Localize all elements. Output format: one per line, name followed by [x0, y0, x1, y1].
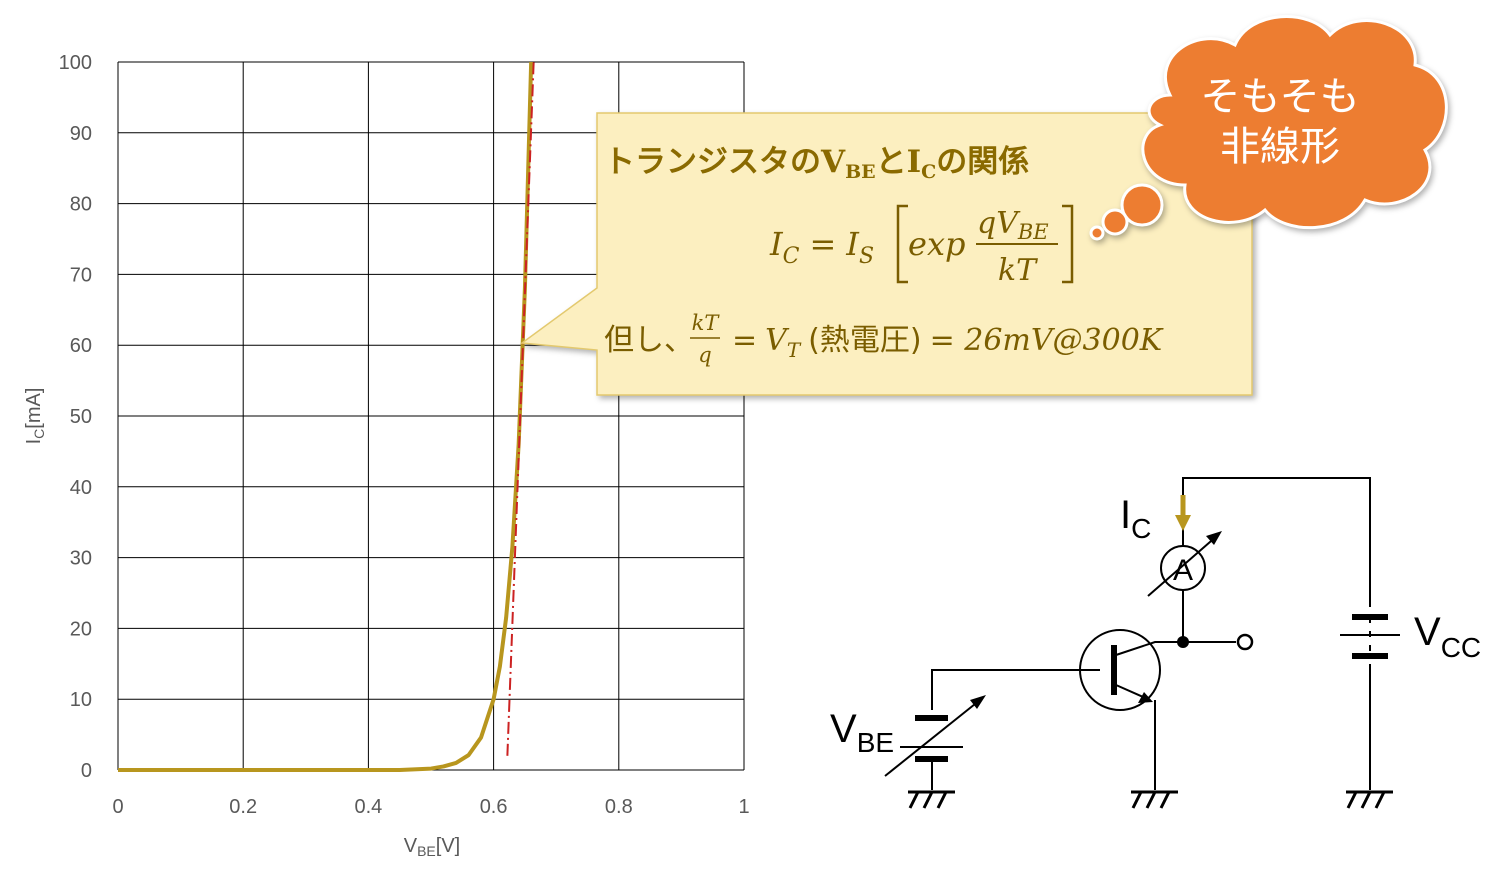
thought-bubble	[1089, 15, 1448, 241]
data-line	[118, 61, 534, 772]
ammeter-arrow	[1147, 534, 1219, 597]
y-label-unit: [mA]	[23, 388, 45, 429]
y-label-main: I	[23, 439, 45, 445]
x-label-sub: BE	[417, 843, 436, 859]
wire	[1115, 641, 1236, 656]
formula-part: =	[809, 225, 836, 263]
y-axis-label: IC[mA]	[23, 388, 47, 445]
formula-part: I	[845, 225, 860, 263]
x-tick-label: 0.8	[605, 796, 633, 818]
note-part: (熱電圧)	[808, 323, 921, 358]
formula-den: kT	[998, 253, 1038, 288]
ground	[908, 790, 955, 809]
y-tick-label: 100	[59, 52, 92, 74]
note-den: q	[698, 343, 711, 367]
formula-lhs: IC = IS	[769, 225, 874, 269]
y-tick-label: 80	[70, 194, 92, 216]
circuit: A IC VBE VCC	[830, 477, 1481, 809]
label-main: V	[1414, 610, 1441, 654]
y-tick-label: 40	[70, 477, 92, 499]
x-axis-label: VBE[V]	[404, 835, 460, 859]
bubble-text: 非線形	[1220, 124, 1340, 170]
note-part: = 26mV@300K	[930, 323, 1164, 358]
label-sub: BE	[857, 727, 894, 758]
formula-num: qVBE	[977, 206, 1049, 244]
ground	[1346, 790, 1393, 809]
note-part: =	[732, 323, 757, 358]
formula-exp: exp	[908, 225, 965, 263]
bubble-text: そもそも	[1200, 74, 1359, 120]
y-tick-label: 30	[70, 548, 92, 570]
formula-part: BE	[1017, 220, 1049, 244]
note-num: kT	[692, 311, 721, 335]
x-tick-label: 0.6	[480, 796, 508, 818]
title-part: トランジスタの	[604, 144, 821, 180]
x-tick-label: 0.4	[354, 796, 382, 818]
y-tick-label: 50	[70, 406, 92, 428]
callout: トランジスタのVBEとICの関係 IC = IS exp qVBE kT 但し、 k…	[519, 112, 1253, 396]
ic-label: IC	[1120, 493, 1151, 544]
vbe-label: VBE	[830, 707, 894, 758]
arrowhead	[970, 695, 986, 709]
label-sub: CC	[1441, 632, 1481, 663]
note-rest: = VT (熱電圧) = 26mV@300K	[732, 323, 1164, 362]
emitter-arrow	[1138, 692, 1153, 703]
y-tick-label: 70	[70, 264, 92, 286]
note-text: 但し、	[604, 323, 694, 358]
ammeter-label: A	[1173, 554, 1193, 587]
cloud-dot	[1089, 225, 1105, 241]
note-part: V	[765, 323, 790, 358]
terminal	[1236, 633, 1254, 651]
x-label-unit: [V]	[436, 835, 460, 857]
title-part: BE	[845, 161, 876, 183]
transistor	[1079, 629, 1161, 711]
grounds	[908, 790, 1393, 809]
cloud	[1141, 15, 1448, 230]
y-tick-label: 60	[70, 335, 92, 357]
y-label-sub: C	[31, 429, 47, 439]
wire	[931, 669, 1100, 710]
title-part: I	[907, 144, 922, 180]
arrowhead	[1206, 531, 1222, 545]
title-part: C	[921, 161, 936, 183]
note-part: T	[787, 338, 802, 362]
y-tick-label: 20	[70, 618, 92, 640]
variable-arrow	[884, 699, 981, 777]
label-main: I	[1120, 493, 1131, 537]
title-part: V	[820, 144, 846, 180]
ammeter	[1160, 545, 1206, 591]
ground	[1131, 790, 1178, 809]
x-tick-label: 0	[112, 796, 123, 818]
label-sub: C	[1131, 513, 1151, 544]
callout-title: トランジスタのVBEとICの関係	[604, 144, 1029, 183]
label-main: V	[830, 707, 857, 751]
title-part: と	[876, 144, 907, 180]
y-tick-label: 10	[70, 689, 92, 711]
formula-part: qV	[977, 206, 1021, 241]
ic-arrowhead	[1175, 515, 1191, 531]
x-label-main: V	[404, 835, 418, 857]
cloud-dot	[1101, 208, 1129, 236]
formula-part: S	[859, 244, 874, 269]
formula-part: C	[783, 244, 800, 269]
formula-part: I	[769, 225, 784, 263]
data-line	[506, 61, 535, 756]
x-tick-label: 1	[738, 796, 749, 818]
cloud-dot	[1120, 183, 1164, 227]
y-tick-label: 90	[70, 123, 92, 145]
bracket	[896, 204, 1074, 284]
vcc-label: VCC	[1414, 610, 1481, 663]
y-tick-label: 0	[81, 760, 92, 782]
title-part: の関係	[936, 144, 1029, 180]
x-tick-label: 0.2	[229, 796, 257, 818]
